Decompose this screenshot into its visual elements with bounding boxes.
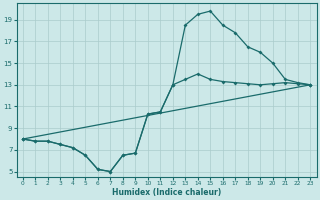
X-axis label: Humidex (Indice chaleur): Humidex (Indice chaleur)	[112, 188, 221, 197]
